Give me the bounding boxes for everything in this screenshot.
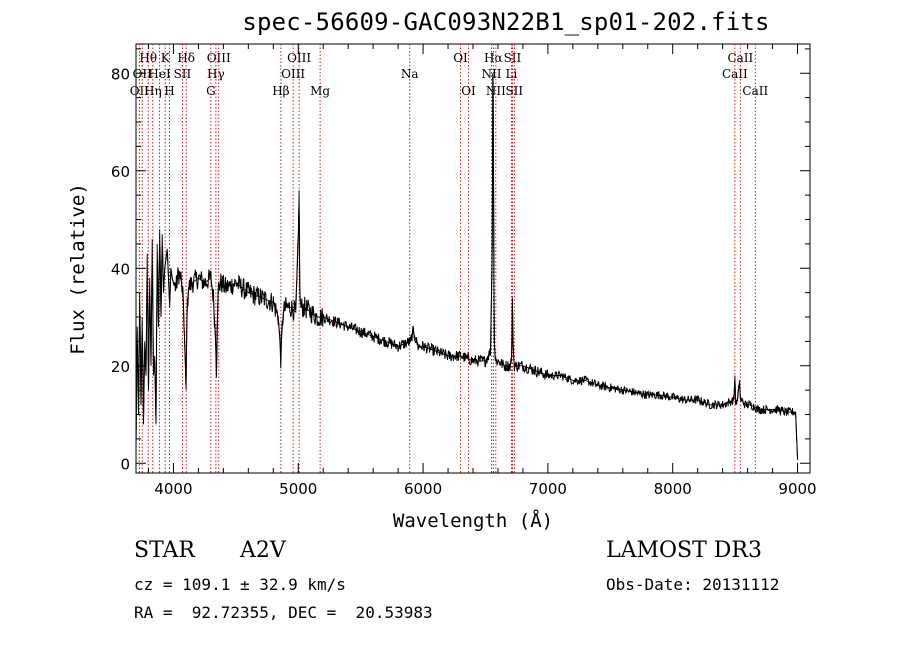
chart-title: spec-56609-GAC093N22B1_sp01-202.fits — [242, 8, 770, 36]
line-label-15: Mg — [310, 84, 330, 98]
x-tick-label-2: 6000 — [404, 480, 442, 498]
line-label-6: H — [164, 84, 174, 98]
line-label-0: OII — [130, 84, 150, 98]
object-subclass: A2V — [240, 538, 286, 563]
line-label-19: NII — [481, 67, 501, 81]
line-label-24: SII — [505, 84, 523, 98]
line-label-12: Hβ — [272, 84, 289, 98]
survey-name: LAMOST DR3 — [606, 538, 762, 563]
y-tick-label-4: 80 — [111, 65, 130, 83]
line-label-20: Hα — [484, 51, 503, 65]
line-label-5: K — [161, 51, 171, 65]
x-tick-label-0: 4000 — [154, 480, 192, 498]
y-tick-label-0: 0 — [120, 455, 130, 473]
line-label-7: SII — [174, 67, 192, 81]
line-label-2: Hθ — [139, 51, 157, 65]
line-label-16: Na — [401, 67, 419, 81]
line-label-14: OIII — [287, 51, 311, 65]
line-label-9: G — [206, 84, 216, 98]
coordinates: RA = 92.72355, DEC = 20.53983 — [134, 603, 433, 622]
y-tick-label-2: 40 — [111, 260, 130, 278]
y-tick-label-1: 20 — [111, 358, 130, 376]
y-tick-label-3: 60 — [111, 163, 130, 181]
line-label-1: OII — [133, 67, 153, 81]
line-label-3: Hη — [144, 84, 162, 98]
line-label-4: HeI — [148, 67, 171, 81]
line-label-18: OI — [461, 84, 476, 98]
object-class: STAR — [134, 538, 195, 563]
x-tick-label-4: 8000 — [654, 480, 692, 498]
y-axis-label: Flux (relative) — [67, 183, 89, 355]
x-axis-label: Wavelength (Å) — [392, 510, 554, 532]
line-label-22: Li — [506, 67, 518, 81]
line-label-25: CaII — [722, 67, 748, 81]
line-label-23: SII — [504, 51, 522, 65]
line-label-21: NII — [486, 84, 506, 98]
line-label-26: CaII — [727, 51, 753, 65]
redshift-velocity: cz = 109.1 ± 32.9 km/s — [134, 575, 346, 594]
line-label-27: CaII — [742, 84, 768, 98]
line-label-13: OIII — [281, 67, 305, 81]
x-tick-label-5: 9000 — [778, 480, 816, 498]
line-label-17: OI — [453, 51, 468, 65]
x-tick-label-1: 5000 — [279, 480, 317, 498]
line-label-10: Hγ — [207, 67, 225, 81]
line-label-8: Hδ — [177, 51, 195, 65]
plot-frame — [135, 43, 811, 474]
x-tick-label-3: 7000 — [529, 480, 567, 498]
spectrum-series-anchors — [135, 73, 798, 459]
spectrum-series-flux — [135, 78, 798, 460]
line-label-11: OIII — [207, 51, 231, 65]
observation-date: Obs-Date: 20131112 — [606, 575, 780, 594]
